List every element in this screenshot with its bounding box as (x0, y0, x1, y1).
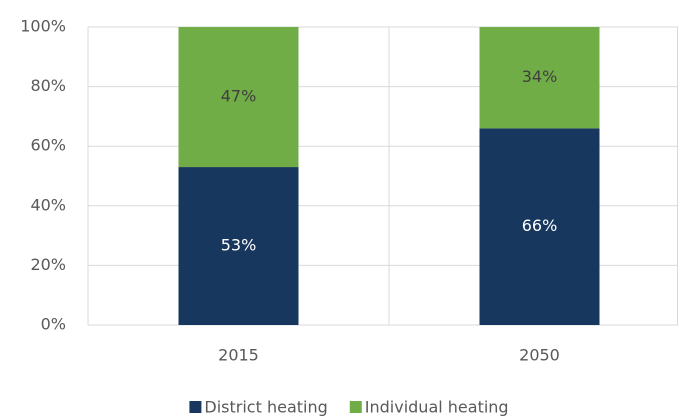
legend-swatch (189, 401, 202, 413)
bar-segment (479, 128, 600, 325)
legend-label: District heating (204, 398, 327, 417)
legend-label: Individual heating (365, 398, 509, 417)
bar-segment (479, 27, 600, 129)
bar-segment (178, 167, 299, 325)
data-label: 34% (522, 67, 558, 86)
y-tick-label: 40% (30, 195, 66, 214)
y-tick-label: 0% (41, 315, 66, 334)
x-tick-label: 2050 (519, 346, 560, 365)
bar-segment (178, 27, 299, 168)
data-label: 66% (522, 216, 558, 235)
data-label: 47% (221, 87, 257, 106)
y-tick-label: 100% (20, 17, 66, 36)
y-tick-label: 80% (30, 76, 66, 95)
x-tick-label: 2015 (218, 346, 259, 365)
y-tick-label: 20% (30, 255, 66, 274)
y-tick-label: 60% (30, 136, 66, 155)
data-label: 53% (221, 236, 257, 255)
legend-swatch (349, 401, 362, 413)
